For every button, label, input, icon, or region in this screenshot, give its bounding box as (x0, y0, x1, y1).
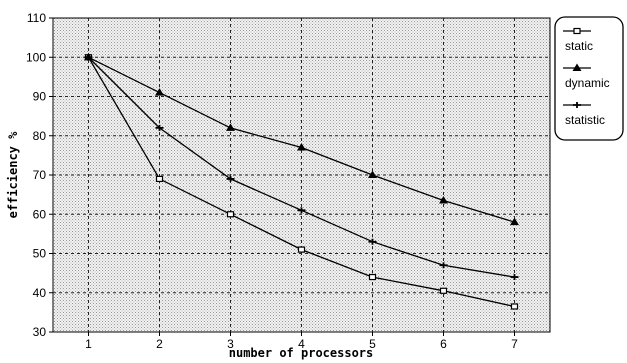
data-point-triangle (368, 170, 377, 178)
y-tick-label: 90 (33, 90, 47, 104)
data-point-triangle (155, 88, 164, 96)
y-axis-ticks: 30 40 50 60 70 80 90 100 110 (26, 11, 53, 339)
legend-item-dynamic: dynamic (563, 63, 610, 90)
x-axis-ticks: 1 2 3 4 5 6 7 (85, 332, 518, 351)
legend-label: statistic (565, 113, 605, 127)
legend-box (554, 16, 624, 141)
data-point-cross (84, 54, 93, 61)
data-point-cross (510, 274, 519, 281)
series-static (84, 54, 519, 310)
legend-label: static (565, 39, 593, 53)
y-tick-label: 110 (27, 11, 46, 25)
data-point-square (297, 246, 306, 253)
legend-label: dynamic (565, 76, 610, 90)
y-tick-label: 100 (26, 50, 46, 64)
x-axis-label: number of processors (229, 346, 374, 360)
data-point-triangle (297, 143, 306, 151)
data-point-cross (439, 262, 448, 269)
y-tick-label: 50 (33, 247, 47, 261)
data-point-cross (155, 124, 164, 131)
data-point-triangle (510, 217, 519, 226)
data-point-square (368, 273, 377, 281)
data-point-cross (297, 207, 306, 214)
data-point-cross (226, 175, 235, 182)
data-point-cross (368, 238, 377, 245)
x-tick-label: 6 (440, 337, 447, 351)
series-dynamic (84, 52, 519, 226)
data-point-triangle (572, 63, 582, 71)
x-tick-label: 3 (227, 337, 234, 351)
y-tick-label: 60 (33, 207, 47, 221)
x-tick-label: 4 (298, 337, 305, 351)
y-tick-label: 80 (33, 129, 47, 143)
y-axis-label: efficiency % (6, 131, 20, 218)
x-tick-label: 1 (85, 337, 92, 351)
gridlines (53, 18, 550, 332)
series-statistic (84, 54, 519, 281)
y-tick-label: 70 (33, 168, 47, 182)
y-tick-label: 30 (33, 325, 47, 339)
data-point-square (155, 175, 164, 183)
legend-item-statistic: statistic (563, 102, 605, 127)
data-point-square (439, 287, 448, 294)
data-point-triangle (439, 196, 448, 204)
x-tick-label: 7 (511, 337, 518, 351)
data-point-square (510, 303, 519, 310)
data-point-square (226, 211, 235, 218)
legend: static dynamic statistic (554, 16, 624, 141)
series-layer (84, 52, 519, 310)
data-point-square (573, 27, 581, 35)
x-tick-label: 2 (156, 337, 163, 351)
x-tick-label: 5 (369, 337, 376, 351)
data-point-cross (573, 102, 581, 108)
data-point-triangle (226, 123, 235, 131)
legend-item-static: static (563, 27, 593, 53)
y-tick-label: 40 (33, 286, 47, 300)
